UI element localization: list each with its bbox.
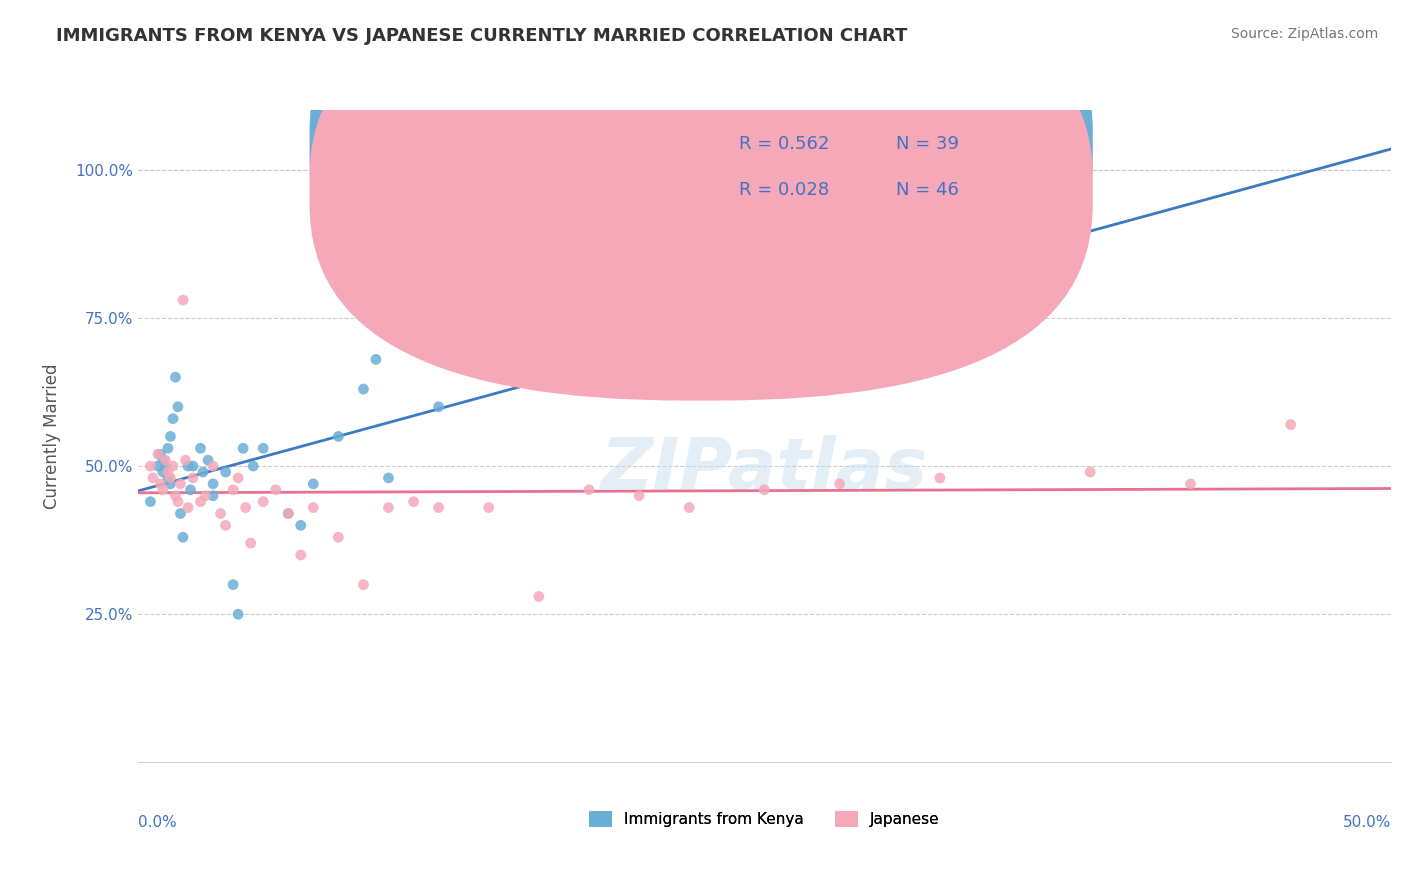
Point (172, 293, 194, 307)
Point (1279, 417, 1302, 432)
FancyBboxPatch shape (309, 0, 1092, 401)
Point (628, 489, 651, 503)
Point (190, 494, 212, 508)
Point (242, 459, 264, 474)
Text: R = 0.562: R = 0.562 (740, 136, 830, 153)
Point (152, 465, 174, 479)
Text: Source: ZipAtlas.com: Source: ZipAtlas.com (1230, 27, 1378, 41)
Point (352, 577, 374, 591)
Point (139, 459, 162, 474)
Point (159, 429, 181, 443)
Text: IMMIGRANTS FROM KENYA VS JAPANESE CURRENTLY MARRIED CORRELATION CHART: IMMIGRANTS FROM KENYA VS JAPANESE CURREN… (56, 27, 908, 45)
Point (402, 494, 425, 508)
Point (146, 459, 169, 474)
Point (197, 453, 219, 467)
Point (174, 453, 197, 467)
Point (290, 548, 312, 562)
Point (139, 494, 162, 508)
Point (202, 476, 225, 491)
Point (527, 590, 550, 604)
Point (146, 447, 169, 461)
Point (202, 489, 225, 503)
Point (202, 459, 225, 474)
Point (1078, 465, 1101, 479)
Point (152, 483, 174, 497)
Point (191, 465, 214, 479)
Text: ZIPatlas: ZIPatlas (600, 434, 928, 504)
Text: N = 39: N = 39 (896, 136, 959, 153)
FancyBboxPatch shape (309, 0, 1092, 355)
Point (364, 352, 387, 367)
Point (167, 494, 190, 508)
Point (172, 530, 194, 544)
Point (156, 471, 179, 485)
Point (290, 518, 312, 533)
Point (156, 442, 179, 456)
Text: 50.0%: 50.0% (1343, 814, 1391, 830)
Point (169, 476, 191, 491)
Point (222, 483, 245, 497)
Point (181, 471, 204, 485)
Point (302, 476, 325, 491)
Point (165, 489, 187, 503)
Point (678, 500, 700, 515)
Point (226, 607, 249, 622)
Point (194, 489, 217, 503)
Point (152, 453, 174, 467)
Point (142, 471, 165, 485)
Y-axis label: Currently Married: Currently Married (44, 364, 60, 509)
Point (427, 500, 450, 515)
Point (226, 471, 249, 485)
Point (828, 476, 851, 491)
Point (264, 483, 287, 497)
Point (652, 269, 675, 284)
Point (427, 400, 450, 414)
Point (478, 500, 501, 515)
Point (159, 476, 181, 491)
Point (252, 442, 274, 456)
Text: 0.0%: 0.0% (138, 814, 177, 830)
Point (155, 453, 177, 467)
Point (162, 459, 184, 474)
Point (156, 465, 179, 479)
Point (252, 494, 274, 508)
Point (177, 500, 200, 515)
Point (162, 411, 184, 425)
Point (277, 507, 299, 521)
Point (214, 518, 236, 533)
Point (1180, 476, 1202, 491)
Point (169, 507, 191, 521)
Point (177, 459, 200, 474)
Point (239, 536, 262, 550)
Point (179, 483, 201, 497)
Legend: Immigrants from Kenya, Japanese: Immigrants from Kenya, Japanese (583, 805, 946, 833)
Point (352, 382, 374, 396)
Point (209, 507, 232, 521)
Point (165, 370, 187, 384)
Text: N = 46: N = 46 (896, 181, 959, 199)
Point (302, 500, 325, 515)
Point (149, 476, 172, 491)
Point (155, 459, 177, 474)
Point (167, 400, 190, 414)
Point (578, 483, 600, 497)
Point (190, 442, 212, 456)
Point (149, 447, 172, 461)
Point (181, 459, 204, 474)
Point (928, 471, 950, 485)
Point (214, 465, 236, 479)
Point (578, 370, 600, 384)
Point (377, 500, 399, 515)
Text: R = 0.028: R = 0.028 (740, 181, 830, 199)
Point (235, 500, 257, 515)
Point (232, 442, 254, 456)
Point (377, 471, 399, 485)
FancyBboxPatch shape (658, 95, 1033, 231)
Point (328, 429, 350, 443)
Point (222, 577, 245, 591)
Point (754, 483, 776, 497)
Point (159, 471, 181, 485)
Point (277, 507, 299, 521)
Point (328, 530, 350, 544)
